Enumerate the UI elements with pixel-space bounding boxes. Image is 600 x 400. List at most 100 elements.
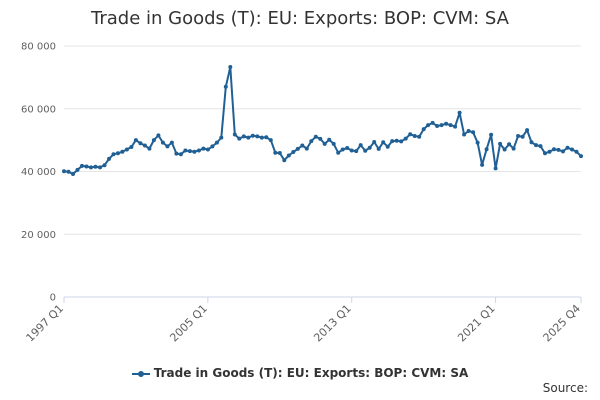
data-point[interactable] [354,149,359,154]
data-point[interactable] [156,133,161,138]
data-point[interactable] [277,151,282,155]
data-point[interactable] [417,134,422,139]
data-point[interactable] [561,149,565,154]
data-point[interactable] [205,147,210,152]
data-point[interactable] [165,144,170,149]
data-point[interactable] [534,143,538,148]
data-point[interactable] [390,139,395,144]
data-point[interactable] [66,169,71,174]
data-point[interactable] [295,146,300,151]
data-point[interactable] [98,165,102,170]
data-point[interactable] [408,132,413,137]
data-point[interactable] [300,143,305,148]
data-point[interactable] [210,144,215,149]
data-point[interactable] [89,165,93,170]
data-point[interactable] [304,146,309,151]
data-point[interactable] [80,163,84,168]
data-point[interactable] [219,135,224,140]
data-point[interactable] [232,132,237,137]
data-point[interactable] [556,147,561,152]
data-point[interactable] [565,145,570,150]
data-point[interactable] [435,124,440,128]
data-point[interactable] [421,127,426,132]
data-point[interactable] [579,154,583,159]
data-point[interactable] [192,149,197,154]
data-point[interactable] [214,140,219,145]
data-point[interactable] [147,146,152,151]
data-point[interactable] [426,123,431,128]
data-point[interactable] [399,139,404,144]
data-point[interactable] [322,141,327,146]
data-point[interactable] [178,152,183,157]
data-point[interactable] [525,128,530,133]
data-point[interactable] [174,151,179,156]
data-point[interactable] [529,140,534,145]
data-point[interactable] [547,149,552,154]
data-point[interactable] [462,132,467,137]
data-point[interactable] [516,134,521,138]
data-point[interactable] [250,133,255,138]
data-point[interactable] [142,143,147,148]
data-point[interactable] [318,136,323,141]
data-point[interactable] [93,164,98,169]
data-point[interactable] [376,146,381,151]
data-point[interactable] [309,139,314,144]
data-point[interactable] [259,135,264,140]
data-point[interactable] [502,147,507,152]
data-point[interactable] [520,134,525,139]
data-point[interactable] [507,142,512,147]
data-point[interactable] [574,149,579,154]
data-point[interactable] [124,147,129,152]
data-point[interactable] [84,164,89,169]
data-point[interactable] [331,141,336,146]
data-point[interactable] [120,149,125,154]
data-point[interactable] [493,166,498,171]
data-point[interactable] [160,140,165,145]
data-point[interactable] [201,146,206,151]
data-point[interactable] [107,156,111,161]
data-point[interactable] [313,134,318,139]
data-point[interactable] [498,141,503,146]
data-point[interactable] [273,150,278,155]
data-point[interactable] [187,149,192,154]
data-point[interactable] [358,143,363,148]
data-point[interactable] [291,150,296,154]
data-point[interactable] [223,84,228,89]
data-point[interactable] [264,135,269,140]
data-point[interactable] [363,148,368,153]
data-point[interactable] [246,135,251,140]
data-point[interactable] [345,146,350,150]
data-point[interactable] [489,132,494,137]
data-point[interactable] [466,129,471,133]
data-point[interactable] [75,167,80,172]
data-point[interactable] [151,138,156,143]
data-point[interactable] [412,134,417,138]
data-point[interactable] [403,136,408,141]
data-point[interactable] [448,123,453,128]
data-point[interactable] [228,65,233,69]
data-point[interactable] [457,110,462,115]
data-point[interactable] [133,138,138,143]
data-point[interactable] [570,147,574,152]
data-point[interactable] [439,123,444,128]
data-point[interactable] [538,144,543,149]
data-point[interactable] [115,151,120,156]
data-point[interactable] [62,169,66,174]
data-point[interactable] [71,172,75,176]
data-point[interactable] [102,163,107,168]
data-point[interactable] [471,130,476,135]
data-point[interactable] [255,134,260,139]
data-point[interactable] [286,153,291,158]
data-point[interactable] [241,134,246,139]
data-point[interactable] [367,145,372,150]
data-point[interactable] [282,158,287,163]
data-point[interactable] [327,137,332,142]
data-point[interactable] [480,162,485,167]
data-point[interactable] [453,124,458,129]
data-point[interactable] [111,152,116,157]
data-point[interactable] [129,145,134,149]
data-point[interactable] [543,151,547,156]
data-point[interactable] [349,148,354,153]
data-point[interactable] [372,140,377,144]
data-point[interactable] [169,140,174,145]
